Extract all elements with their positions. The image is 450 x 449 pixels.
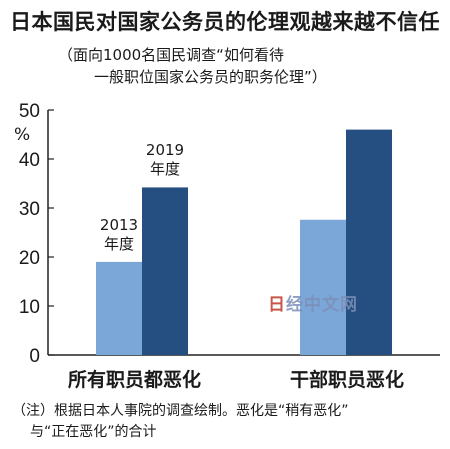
y-tick-label: 20	[19, 248, 40, 269]
y-tick-label: 50	[19, 101, 40, 122]
bar-2013年度-0	[96, 261, 142, 355]
y-tick-label: 30	[19, 199, 40, 220]
y-tick-label: 0	[29, 346, 40, 367]
category-label: 干部职员恶化	[290, 369, 405, 391]
y-axis-unit: %	[14, 125, 31, 145]
watermark-logo: 日经中文网	[268, 295, 358, 315]
footnote-line-1: （注）根据日本人事院的调查绘制。恶化是“稍有恶化”	[12, 403, 349, 419]
y-tick-label: 40	[19, 150, 40, 171]
chart-subtitle: （面向1000名国民调查“如何看待 一般职位国家公务员的职务伦理”）	[58, 44, 438, 88]
y-tick-label: 10	[19, 297, 40, 318]
bar-2019年度-1	[346, 129, 392, 355]
subtitle-line-2: 一般职位国家公务员的职务伦理”）	[94, 68, 327, 86]
bar-2013年度-1	[300, 219, 346, 355]
series-label-2013年度: 2013 年度	[99, 215, 139, 253]
chart-title: 日本国民对国家公务员的伦理观越来越不信任	[10, 10, 440, 34]
category-label: 所有职员都恶化	[68, 369, 202, 391]
subtitle-line-1: （面向1000名国民调查“如何看待	[58, 46, 284, 64]
bar-2019年度-0	[142, 187, 188, 355]
footnote: （注）根据日本人事院的调查绘制。恶化是“稍有恶化” 与“正在恶化”的合计	[12, 401, 442, 443]
footnote-line-2: 与“正在恶化”的合计	[30, 424, 157, 440]
series-label-2019年度: 2019 年度	[145, 141, 185, 179]
